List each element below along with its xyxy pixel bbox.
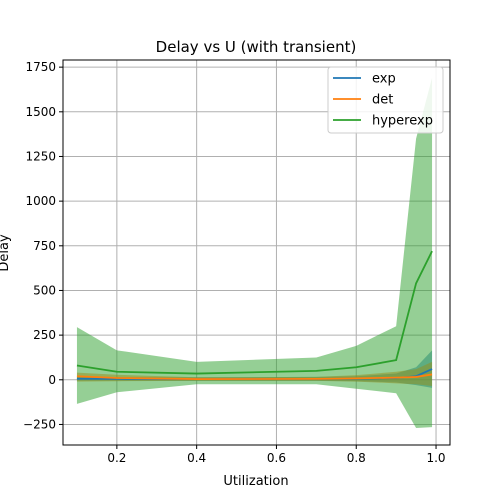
exp-legend-label: exp bbox=[372, 72, 396, 87]
x-tick-label: 1.0 bbox=[426, 451, 445, 465]
legend: exp det hyperexp bbox=[327, 66, 444, 134]
x-tick-label: 0.2 bbox=[107, 451, 126, 465]
x-axis-ticks: 0.2 0.4 0.6 0.8 1.0 bbox=[107, 445, 446, 465]
chart-title: Delay vs U (with transient) bbox=[156, 38, 357, 56]
y-tick-label: 1500 bbox=[25, 105, 56, 119]
x-tick-label: 0.8 bbox=[347, 451, 366, 465]
y-tick-label: −250 bbox=[23, 417, 56, 431]
grid bbox=[63, 60, 450, 445]
y-tick-label: 500 bbox=[33, 283, 56, 297]
y-tick-label: 0 bbox=[48, 373, 56, 387]
x-axis-label: Utilization bbox=[223, 474, 288, 489]
det-line bbox=[76, 373, 433, 380]
x-tick-label: 0.4 bbox=[187, 451, 206, 465]
y-axis-ticks: −250 0 250 500 750 1000 1250 1500 1750 bbox=[23, 60, 63, 431]
det-legend-label: det bbox=[372, 93, 393, 108]
hyperexp-line bbox=[76, 250, 433, 375]
x-tick-label: 0.6 bbox=[267, 451, 286, 465]
y-tick-label: 1750 bbox=[25, 60, 56, 74]
y-tick-label: 1250 bbox=[25, 149, 56, 163]
y-tick-label: 250 bbox=[33, 328, 56, 342]
legend-box bbox=[327, 66, 444, 134]
y-axis-label: Delay bbox=[0, 234, 12, 272]
hyperexp-legend-label: hyperexp bbox=[372, 114, 433, 129]
y-tick-label: 750 bbox=[33, 239, 56, 253]
y-tick-label: 1000 bbox=[25, 194, 56, 208]
series-lines bbox=[76, 250, 433, 380]
plot-frame bbox=[62, 59, 451, 446]
hyperexp-band bbox=[76, 77, 433, 429]
